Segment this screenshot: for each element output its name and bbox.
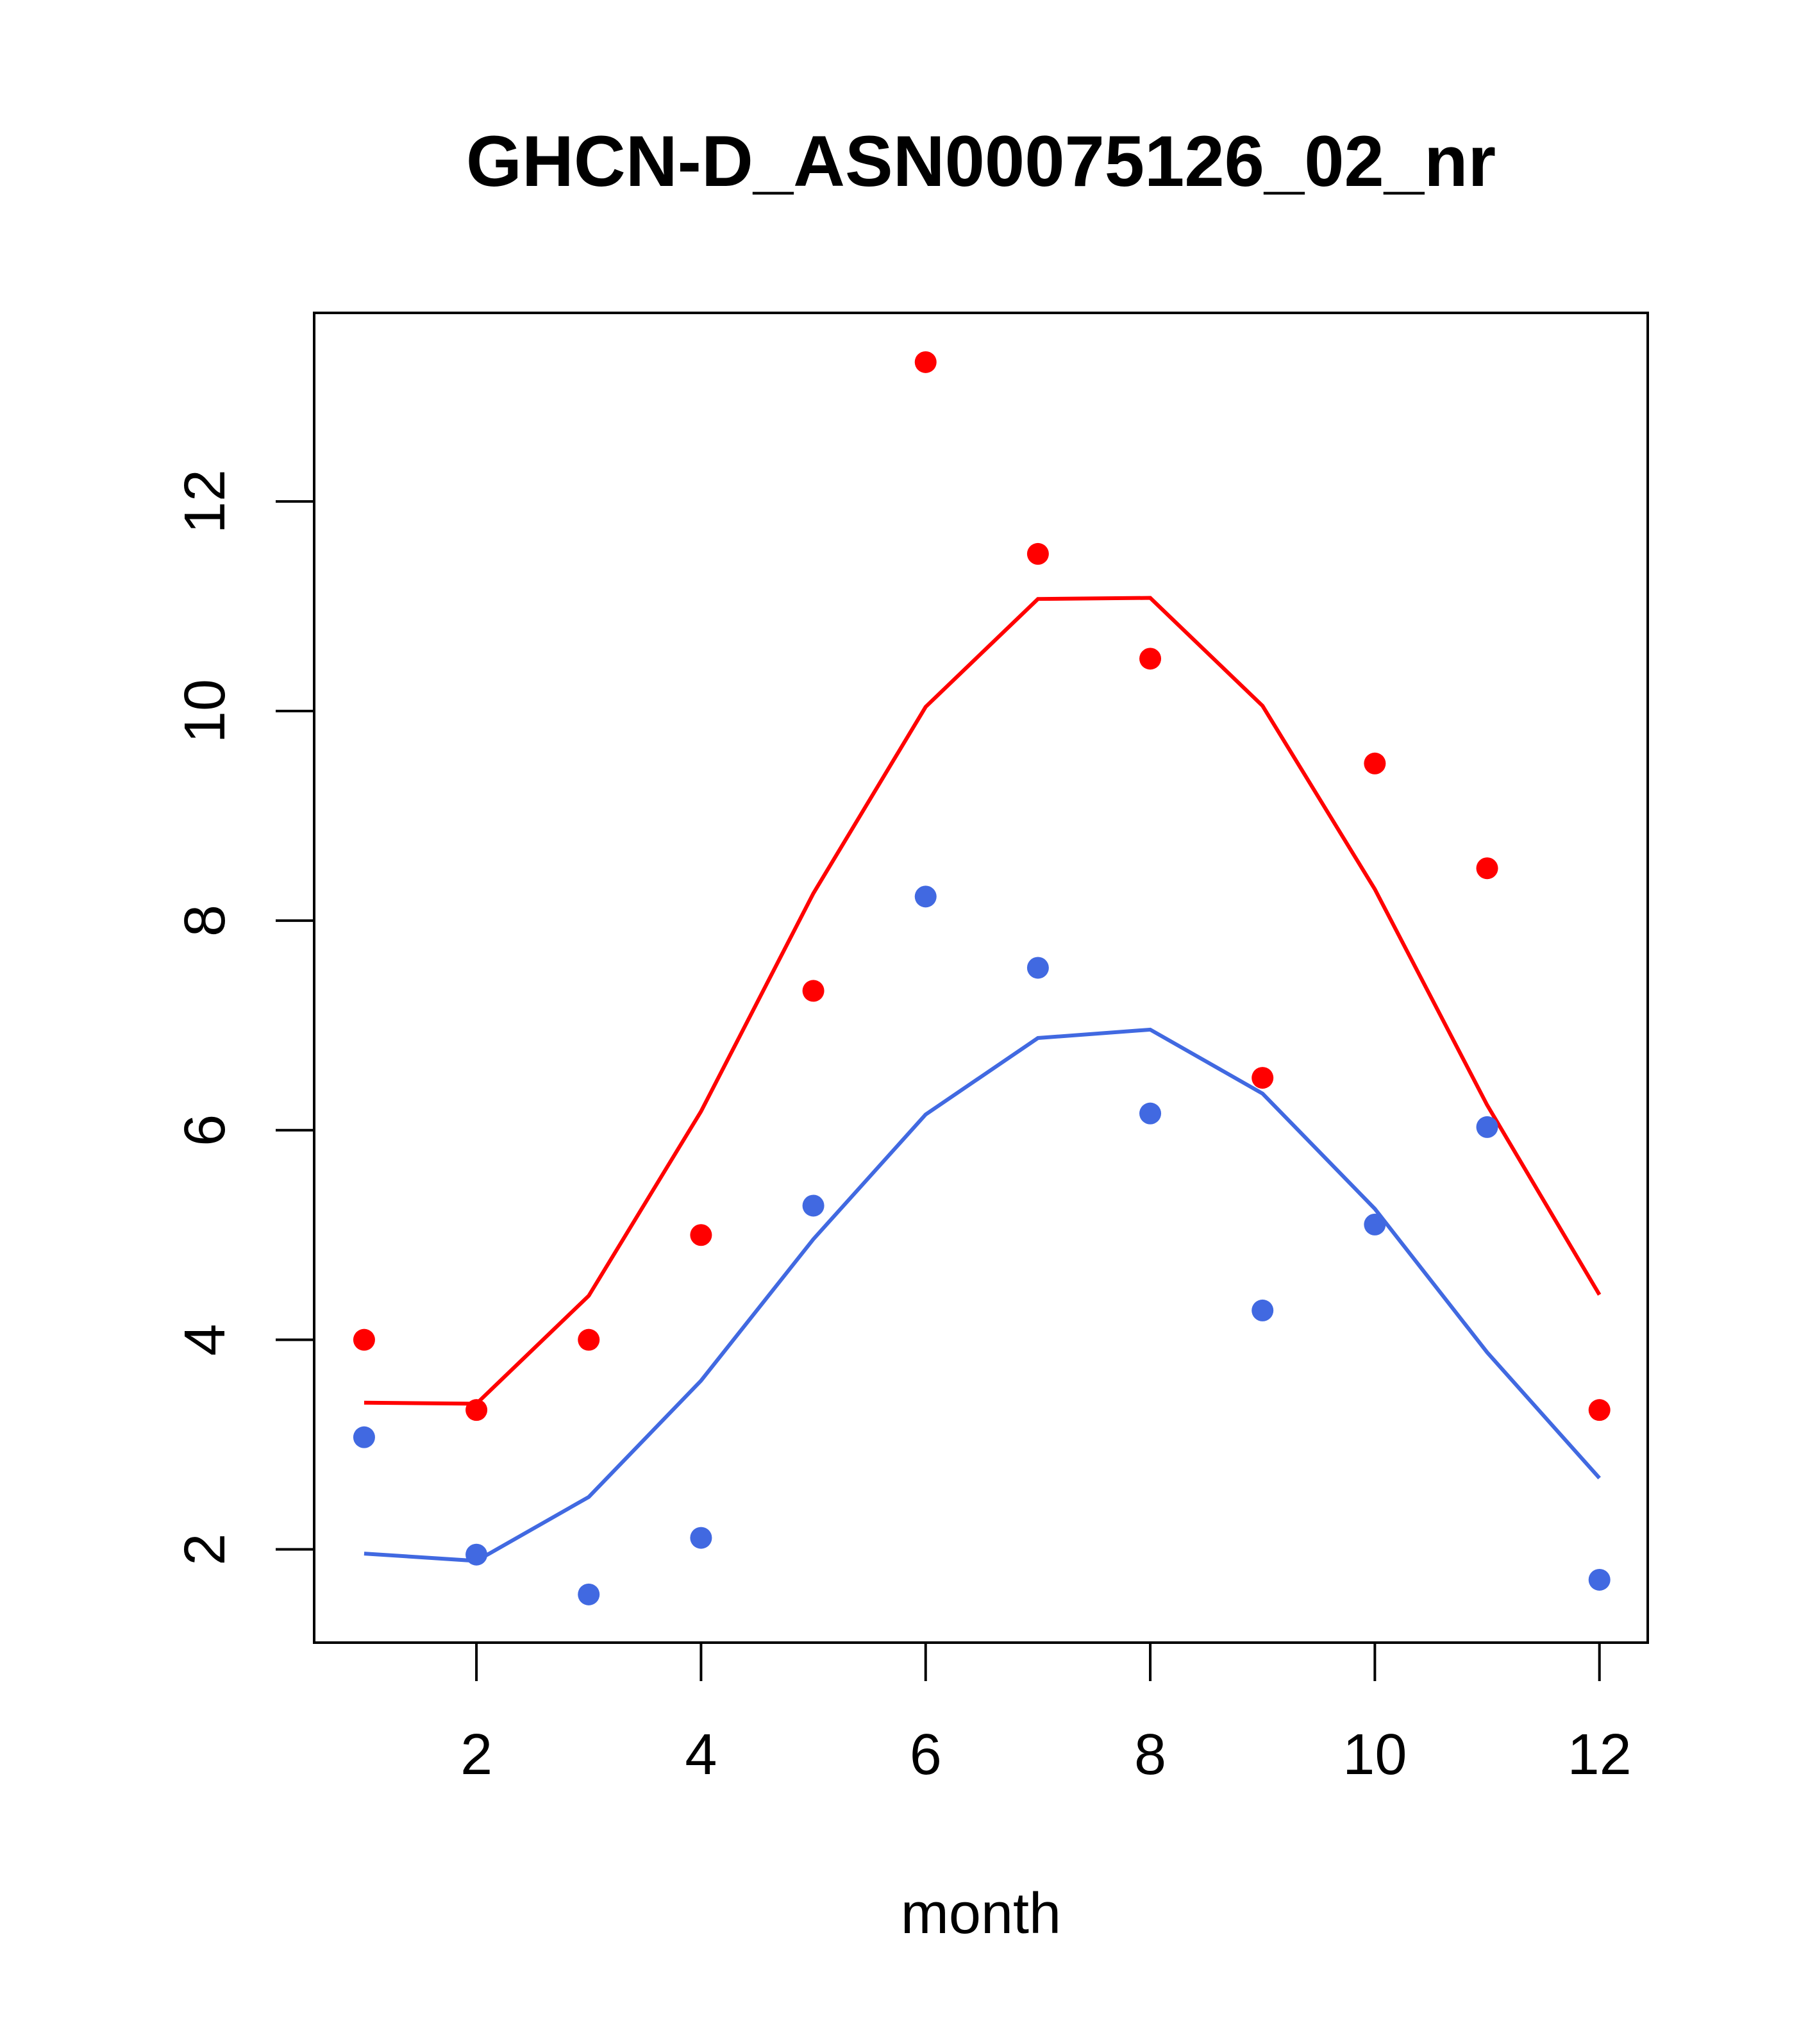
red-points-point [914,351,937,373]
red-points-point [1026,542,1049,565]
blue-points-point [1139,1102,1162,1125]
red-line-series [364,596,1602,1406]
y-tick-label: 10 [173,679,237,743]
red-points-point [578,1328,600,1351]
red-points-point [802,980,825,1002]
x-tick-label: 8 [1134,1723,1166,1787]
blue-points-point [1364,1213,1386,1236]
red-points-point [353,1328,375,1351]
plot-frame [313,312,1649,1644]
y-tick-label: 2 [173,1534,237,1566]
x-tick-label: 4 [685,1723,717,1787]
blue-points-point [690,1527,712,1549]
blue-points-point [914,885,937,908]
blue-points-point [1026,957,1049,979]
x-tick-label: 12 [1568,1723,1632,1787]
blue-points-point [578,1583,600,1605]
blue-points-point [1588,1568,1611,1591]
red-points-point [690,1224,712,1246]
x-tick-label: 6 [910,1723,942,1787]
x-tick-label: 2 [460,1723,492,1787]
x-axis-label: month [901,1882,1061,1946]
blue-points-point [802,1194,825,1217]
red-points-point [1364,752,1386,775]
red-points-point [1252,1067,1274,1089]
y-tick-label: 4 [173,1324,237,1356]
red-points-point [1139,648,1162,670]
red-points-point [1476,857,1498,880]
y-tick-label: 12 [173,469,237,533]
y-tick-label: 6 [173,1114,237,1146]
y-tick-label: 8 [173,905,237,937]
blue-points-point [1252,1299,1274,1321]
red-points-point [1588,1399,1611,1421]
chart-title: GHCN-D_ASN00075126_02_nr [466,121,1496,201]
x-tick-label: 10 [1343,1723,1407,1787]
blue-points-point [353,1426,375,1448]
blue-points-point [1476,1116,1498,1138]
blue-line-series [364,1027,1601,1563]
